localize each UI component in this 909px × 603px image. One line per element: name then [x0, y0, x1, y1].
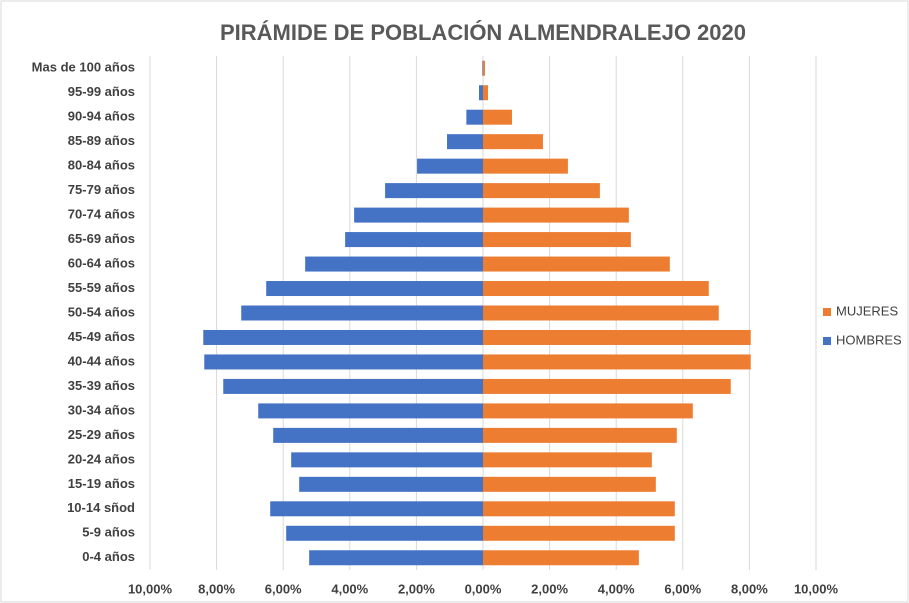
y-tick-label: 90-94 años [68, 109, 135, 124]
bar [483, 158, 568, 174]
x-tick-label: 8,00% [198, 581, 235, 596]
x-tick-label: 4,00% [331, 581, 368, 596]
legend-label: HOMBRES [836, 332, 902, 347]
bar [273, 427, 483, 443]
bar [483, 476, 656, 492]
y-tick-label: 0-4 años [82, 549, 135, 564]
y-tick-label: 95-99 años [68, 84, 135, 99]
y-tick-label: 60-64 años [68, 255, 135, 270]
bar [258, 403, 483, 419]
bar [241, 305, 483, 321]
bar [299, 476, 483, 492]
x-tick-label: 6,00% [664, 581, 701, 596]
bar [483, 378, 731, 394]
bar [483, 501, 675, 517]
bar [483, 85, 488, 101]
bar [483, 256, 670, 272]
bar [483, 329, 751, 345]
bar [483, 354, 751, 370]
bar [270, 501, 483, 517]
x-tick-label: 6,00% [265, 581, 302, 596]
bar [266, 281, 483, 297]
x-tick-label: 10,00% [128, 581, 173, 596]
y-tick-label: 55-59 años [68, 280, 135, 295]
y-tick-label: 10-14 sñod [67, 500, 135, 515]
bar [483, 232, 631, 248]
bar [483, 134, 543, 150]
y-tick-label: 75-79 años [68, 182, 135, 197]
bar [286, 525, 483, 541]
x-tick-label: 10,00% [794, 581, 839, 596]
bar [447, 134, 483, 150]
y-tick-label: 40-44 años [68, 353, 135, 368]
bar [483, 305, 719, 321]
bar [483, 550, 639, 566]
bar [482, 60, 483, 76]
x-tick-label: 2,00% [531, 581, 568, 596]
y-tick-label: Mas de 100 años [32, 60, 135, 75]
bar [354, 207, 483, 223]
bar [483, 207, 629, 223]
y-tick-label: 70-74 años [68, 207, 135, 222]
y-tick-label: 65-69 años [68, 231, 135, 246]
legend-swatch [823, 308, 831, 316]
y-tick-label: 85-89 años [68, 133, 135, 148]
y-tick-label: 50-54 años [68, 304, 135, 319]
legend-label: MUJERES [836, 303, 898, 318]
y-tick-label: 45-49 años [68, 329, 135, 344]
x-tick-label: 8,00% [731, 581, 768, 596]
bar [309, 550, 483, 566]
bar [483, 452, 652, 468]
x-tick-label: 2,00% [398, 581, 435, 596]
bar [483, 427, 677, 443]
y-tick-label: 25-29 años [68, 427, 135, 442]
bar [483, 60, 485, 76]
bar [291, 452, 483, 468]
y-tick-label: 30-34 años [68, 402, 135, 417]
bar [483, 525, 675, 541]
x-tick-label: 0,00% [465, 581, 502, 596]
bar [483, 281, 709, 297]
bar [483, 109, 512, 125]
y-tick-label: 5-9 años [82, 525, 135, 540]
y-tick-label: 35-39 años [68, 378, 135, 393]
bar [483, 403, 693, 419]
y-tick-label: 80-84 años [68, 158, 135, 173]
bar [345, 232, 483, 248]
x-tick-label: 4,00% [598, 581, 635, 596]
bar [204, 354, 484, 370]
y-tick-label: 20-24 años [68, 451, 135, 466]
bar [479, 85, 483, 101]
legend-swatch [823, 337, 831, 345]
bar [305, 256, 483, 272]
bar [466, 109, 483, 125]
bar [203, 329, 483, 345]
bar [417, 158, 483, 174]
y-tick-label: 15-19 años [68, 476, 135, 491]
chart-title: PIRÁMIDE DE POBLACIÓN ALMENDRALEJO 2020 [220, 20, 746, 45]
bar [385, 183, 483, 199]
bar [223, 378, 483, 394]
bar [483, 183, 600, 199]
